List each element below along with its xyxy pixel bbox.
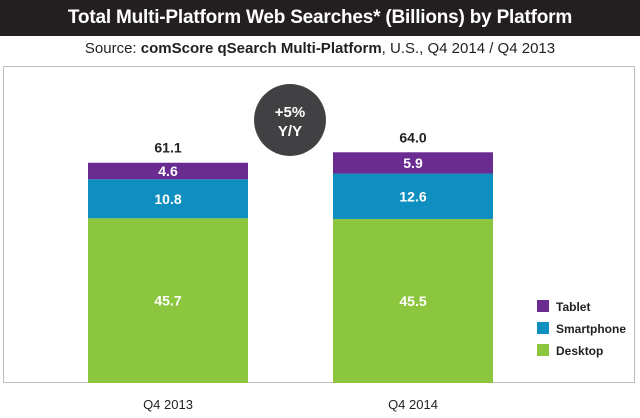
growth-badge <box>254 84 326 156</box>
growth-badge-percent: +5% <box>275 104 305 121</box>
bar-tablet-q4-2013 <box>88 162 248 180</box>
total-label-q4-2014: 64.0 <box>399 129 426 145</box>
legend-label-tablet: Tablet <box>556 300 590 314</box>
chart-subtitle: Source: comScore qSearch Multi-Platform,… <box>0 40 640 57</box>
subtitle-source: comScore qSearch Multi-Platform <box>140 40 382 57</box>
subtitle-suffix: , U.S., Q4 2014 / Q4 2013 <box>381 40 556 57</box>
data-label-smartphone-q4-2014: 12.6 <box>399 188 426 204</box>
growth-badge-period: Y/Y <box>278 123 302 140</box>
chart-frame <box>3 66 635 383</box>
chart-title: Total Multi-Platform Web Searches* (Bill… <box>0 0 640 36</box>
total-label-q4-2013: 61.1 <box>154 140 181 156</box>
category-label-q4-2014: Q4 2014 <box>388 397 438 412</box>
bar-tablet-q4-2014 <box>333 152 493 174</box>
data-label-tablet-q4-2013: 4.6 <box>158 163 178 179</box>
legend-swatch-smartphone <box>537 322 549 334</box>
bar-desktop-q4-2014 <box>333 218 493 383</box>
legend-label-desktop: Desktop <box>556 344 603 358</box>
bar-smartphone-q4-2013 <box>88 179 248 219</box>
legend-swatch-tablet <box>537 300 549 312</box>
legend-label-smartphone: Smartphone <box>556 322 626 336</box>
data-label-smartphone-q4-2013: 10.8 <box>154 191 181 207</box>
legend-swatch-desktop <box>537 344 549 356</box>
data-label-desktop-q4-2013: 45.7 <box>154 293 181 309</box>
bar-desktop-q4-2013 <box>88 218 248 383</box>
subtitle-prefix: Source: <box>84 40 141 57</box>
category-label-q4-2013: Q4 2013 <box>143 397 193 412</box>
data-label-desktop-q4-2014: 45.5 <box>399 293 426 309</box>
bar-smartphone-q4-2014 <box>333 173 493 219</box>
data-label-tablet-q4-2014: 5.9 <box>403 155 423 171</box>
